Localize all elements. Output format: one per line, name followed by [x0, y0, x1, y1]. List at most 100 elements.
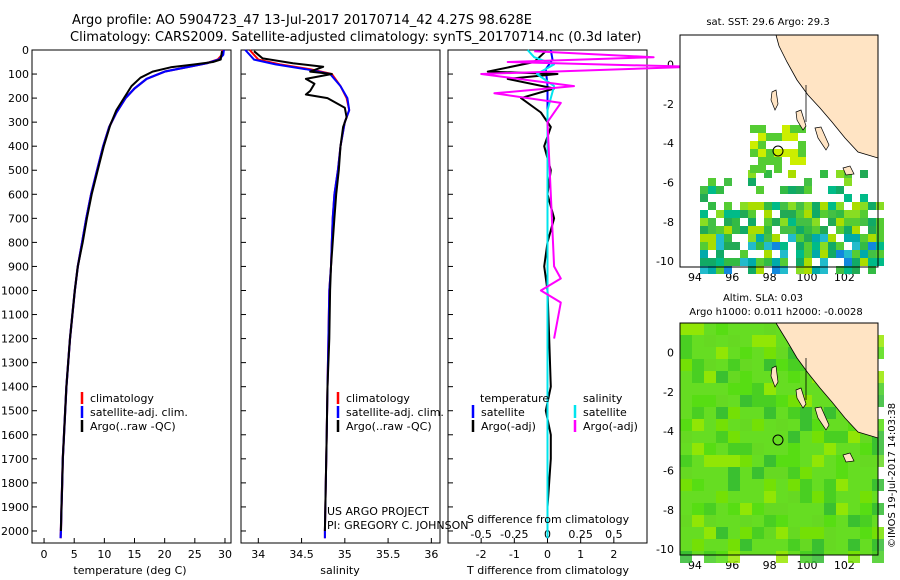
sla-cell	[752, 467, 764, 479]
sst-cell	[708, 202, 716, 210]
sst-cell	[700, 226, 708, 234]
sst-cell	[812, 250, 820, 258]
sla-cell	[740, 359, 752, 371]
sla-cell	[692, 395, 704, 407]
sst-cell	[708, 218, 716, 226]
sst-cell	[758, 149, 766, 157]
sla-cell	[704, 443, 716, 455]
sla-cell	[764, 479, 776, 491]
sst-cell	[724, 218, 732, 226]
sst-cell	[740, 226, 748, 234]
sst-cell	[796, 242, 804, 250]
legend-label-s-argo: Argo(-adj)	[583, 420, 638, 433]
sla-cell	[692, 539, 704, 551]
temperature-xtick-label: 20	[158, 548, 172, 561]
sla-cell	[692, 503, 704, 515]
sst-cell	[748, 226, 756, 234]
sst-cell	[860, 202, 868, 210]
sst-cell	[852, 202, 860, 210]
sst-cell	[772, 258, 780, 266]
sla-cell	[728, 455, 740, 467]
sst-cell	[798, 157, 806, 165]
sst-map-ytick-label: -6	[663, 176, 674, 189]
sst-cell	[724, 202, 732, 210]
sla-cell	[728, 359, 740, 371]
temperature-depth-ytick-label: 800	[8, 236, 29, 249]
sla-cell	[752, 527, 764, 539]
sst-map-xtick-label: 100	[797, 271, 818, 284]
sst-cell	[750, 125, 758, 133]
legend-label-s-satellite: satellite	[583, 406, 627, 419]
sst-cell	[700, 210, 708, 218]
sla-cell	[764, 467, 776, 479]
temperature-depth-ytick-label: 200	[8, 92, 29, 105]
sla-cell	[776, 503, 788, 515]
sla-cell	[812, 431, 824, 443]
difference-series-s-satellite-line	[526, 49, 556, 539]
difference-legend: temperature salinity satellite Argo(-adj…	[471, 392, 638, 433]
sla-cell	[824, 527, 836, 539]
sst-map-xtick-label: 102	[834, 271, 855, 284]
sst-cell	[782, 125, 790, 133]
sst-cell	[836, 210, 844, 218]
sla-cell	[680, 467, 692, 479]
sla-cell	[848, 431, 860, 443]
sst-cell	[812, 218, 820, 226]
figure-title-line1: Argo profile: AO 5904723_47 13-Jul-2017 …	[72, 13, 532, 28]
sst-cell	[782, 133, 790, 141]
sst-map-xtick-label: 96	[725, 271, 739, 284]
sla-cell	[680, 359, 692, 371]
sst-cell	[780, 266, 788, 274]
sla-cell	[704, 335, 716, 347]
sst-cell	[780, 202, 788, 210]
sst-cell	[790, 157, 798, 165]
sla-cell	[800, 419, 812, 431]
sla-cell	[788, 443, 800, 455]
sst-cell	[766, 149, 774, 157]
sst-map-xtick-label: 98	[763, 271, 777, 284]
sla-cell	[812, 551, 824, 563]
sst-cell	[724, 210, 732, 218]
sla-cell	[704, 371, 716, 383]
island	[814, 406, 830, 431]
sst-cell	[812, 210, 820, 218]
sst-cell	[780, 242, 788, 250]
sst-cell	[852, 218, 860, 226]
sla-cell	[836, 479, 848, 491]
sla-cell	[728, 551, 740, 563]
sst-cell	[724, 234, 732, 242]
sst-cell	[740, 210, 748, 218]
temperature-series-argo-line	[59, 51, 223, 532]
sla-cell	[788, 539, 800, 551]
sst-cell	[764, 258, 772, 266]
sst-map-xtick-label: 94	[688, 271, 702, 284]
sst-cell	[716, 234, 724, 242]
sla-cell	[848, 515, 860, 527]
sst-cell	[756, 186, 764, 194]
sla-cell	[776, 527, 788, 539]
sla-cell	[824, 539, 836, 551]
sst-cell	[708, 242, 716, 250]
sst-cell	[758, 157, 766, 165]
difference-xlabel-bottom: T difference from climatology	[466, 564, 629, 577]
sla-cell	[680, 431, 692, 443]
difference-series-s-argo-line	[480, 50, 695, 339]
sst-cell	[764, 226, 772, 234]
sla-cell	[824, 407, 836, 419]
sst-cell	[820, 226, 828, 234]
salinity-xtick-label: 35.5	[376, 548, 401, 561]
sst-cell	[852, 258, 860, 266]
salinity-xtick-label: 36	[424, 548, 438, 561]
sst-cell	[812, 226, 820, 234]
sla-cell	[776, 467, 788, 479]
difference-s-xtick-label: 0.5	[605, 528, 623, 541]
sla-cell	[752, 419, 764, 431]
temperature-depth-ytick-label: 1000	[1, 284, 29, 297]
sst-cell	[836, 202, 844, 210]
sst-cell	[796, 234, 804, 242]
sst-cell	[844, 258, 852, 266]
legend-label-t-argo: Argo(-adj)	[481, 420, 536, 433]
sst-cell	[732, 218, 740, 226]
sla-cell	[680, 323, 692, 335]
temperature-depth-ytick-label: 500	[8, 164, 29, 177]
